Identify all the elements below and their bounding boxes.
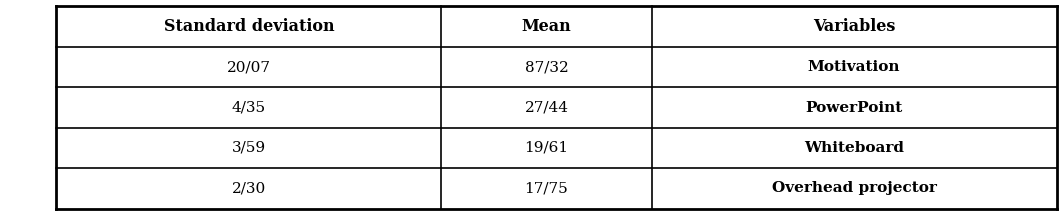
- Text: 87/32: 87/32: [525, 60, 568, 74]
- Text: 2/30: 2/30: [232, 181, 266, 195]
- Text: 20/07: 20/07: [227, 60, 271, 74]
- Text: 4/35: 4/35: [232, 100, 266, 115]
- Text: Mean: Mean: [521, 18, 571, 35]
- Text: PowerPoint: PowerPoint: [805, 100, 903, 115]
- Text: Variables: Variables: [812, 18, 895, 35]
- Text: Whiteboard: Whiteboard: [804, 141, 904, 155]
- Text: Overhead projector: Overhead projector: [772, 181, 937, 195]
- Text: Motivation: Motivation: [808, 60, 901, 74]
- Text: 27/44: 27/44: [525, 100, 568, 115]
- Text: 19/61: 19/61: [525, 141, 568, 155]
- Text: 3/59: 3/59: [232, 141, 266, 155]
- Text: Standard deviation: Standard deviation: [164, 18, 335, 35]
- Text: 17/75: 17/75: [525, 181, 568, 195]
